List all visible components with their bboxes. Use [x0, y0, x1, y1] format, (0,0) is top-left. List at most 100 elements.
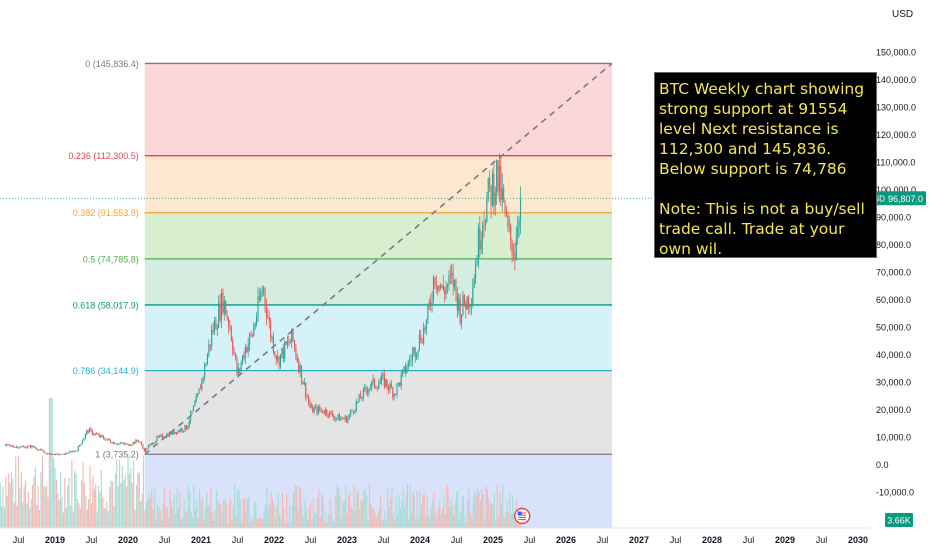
candle-body	[204, 365, 206, 378]
candle-body	[250, 334, 252, 336]
volume-bar	[144, 510, 146, 528]
y-tick-label: 110,000.0	[876, 158, 915, 168]
candle-body	[306, 396, 308, 398]
volume-bar	[41, 455, 43, 528]
candle-body	[376, 387, 378, 389]
volume-bar	[323, 522, 326, 528]
volume-bar	[413, 496, 415, 528]
volume-bar	[95, 484, 97, 528]
candle-body	[337, 414, 339, 418]
volume-bar	[476, 488, 479, 528]
volume-bar	[243, 497, 246, 528]
volume-bar	[184, 511, 187, 528]
x-tick-label: Jul	[743, 535, 755, 545]
volume-bar	[106, 501, 108, 528]
x-tick-label: Jul	[816, 535, 828, 545]
volume-bar	[427, 514, 430, 528]
volume-bar	[176, 487, 178, 528]
candle-body	[350, 410, 352, 415]
volume-bar	[330, 512, 333, 528]
volume-bar	[246, 499, 248, 528]
volume-bar	[145, 501, 147, 528]
volume-bar	[148, 494, 150, 528]
candle-body	[156, 436, 158, 442]
candle-body	[442, 285, 444, 290]
candle-body	[456, 292, 458, 311]
candle-body	[338, 414, 340, 421]
x-tick-label: Jul	[13, 535, 25, 545]
x-tick-label: Jul	[524, 535, 536, 545]
candle-body	[21, 446, 23, 448]
candle-body	[281, 348, 283, 355]
candle-body	[157, 436, 159, 438]
volume-tag	[885, 513, 913, 527]
time-axis[interactable]: Jul 2019 Jul 2020 Jul 2021 Jul 2022 Jul 2023 Jul 20…	[0, 527, 932, 550]
candle-body	[461, 314, 463, 323]
candle-body	[87, 430, 89, 433]
analysis-annotation[interactable]: BTC Weekly chart showing strong support …	[654, 72, 877, 258]
candle-body	[212, 329, 214, 333]
candle-body	[240, 362, 242, 371]
volume-bar	[54, 468, 56, 528]
candle-body	[475, 264, 477, 280]
y-tick-label: 120,000.0	[876, 130, 916, 140]
candle-body	[368, 388, 370, 393]
candle-body	[199, 388, 201, 390]
volume-bar	[38, 510, 41, 528]
candle-body	[373, 378, 376, 388]
candle-body	[119, 443, 121, 445]
volume-bar	[142, 455, 145, 528]
candle-body	[491, 173, 493, 206]
fib-trend-line	[144, 62, 613, 455]
volume-bar	[326, 522, 328, 528]
x-tick-label: Jul	[232, 535, 244, 545]
candle-body	[112, 442, 114, 444]
candle-body	[458, 298, 460, 311]
volume-bar	[495, 521, 497, 528]
candle-body	[101, 435, 103, 437]
candle-body	[455, 279, 457, 293]
volume-bar	[489, 505, 491, 528]
volume-bar	[238, 489, 240, 528]
volume-bar	[5, 477, 7, 528]
candle-body	[382, 374, 384, 376]
price-axis[interactable]: USD 150,000.0 140,000.0 130,000.0 120,000.0…	[870, 0, 932, 550]
volume-bar	[234, 484, 236, 528]
volume-bar	[467, 499, 469, 528]
volume-bar	[162, 504, 164, 528]
volume-bar	[161, 520, 163, 528]
candle-body	[220, 292, 223, 320]
candle-body	[209, 344, 211, 346]
volume-bar	[319, 517, 321, 528]
volume-bar	[423, 493, 425, 528]
volume-bar	[20, 472, 22, 528]
candle-body	[227, 318, 230, 326]
candle-body	[500, 166, 502, 201]
volume-bar	[203, 519, 205, 528]
candle-body	[466, 296, 468, 310]
volume-bar	[353, 485, 355, 528]
y-tick-label: 30,000.0	[876, 378, 911, 388]
candle-body	[309, 402, 311, 408]
candle-body	[519, 198, 522, 220]
volume-bar	[384, 509, 386, 528]
volume-bar	[172, 509, 174, 528]
candle-body	[53, 453, 55, 456]
volume-bar	[387, 489, 389, 528]
volume-bar	[19, 487, 21, 528]
volume-bar	[498, 518, 500, 528]
candle-body	[282, 348, 284, 359]
candle-body	[60, 454, 63, 455]
trend-line	[144, 62, 613, 455]
volume-bar	[208, 505, 211, 528]
volume-bar	[425, 517, 427, 528]
candle-body	[91, 429, 93, 435]
volume-bar	[406, 483, 408, 528]
volume-bar	[468, 488, 470, 528]
candle-body	[469, 305, 471, 308]
volume-bar	[478, 491, 480, 528]
volume-bar	[304, 500, 306, 528]
candle-body	[110, 440, 112, 443]
candle-body	[483, 224, 485, 226]
